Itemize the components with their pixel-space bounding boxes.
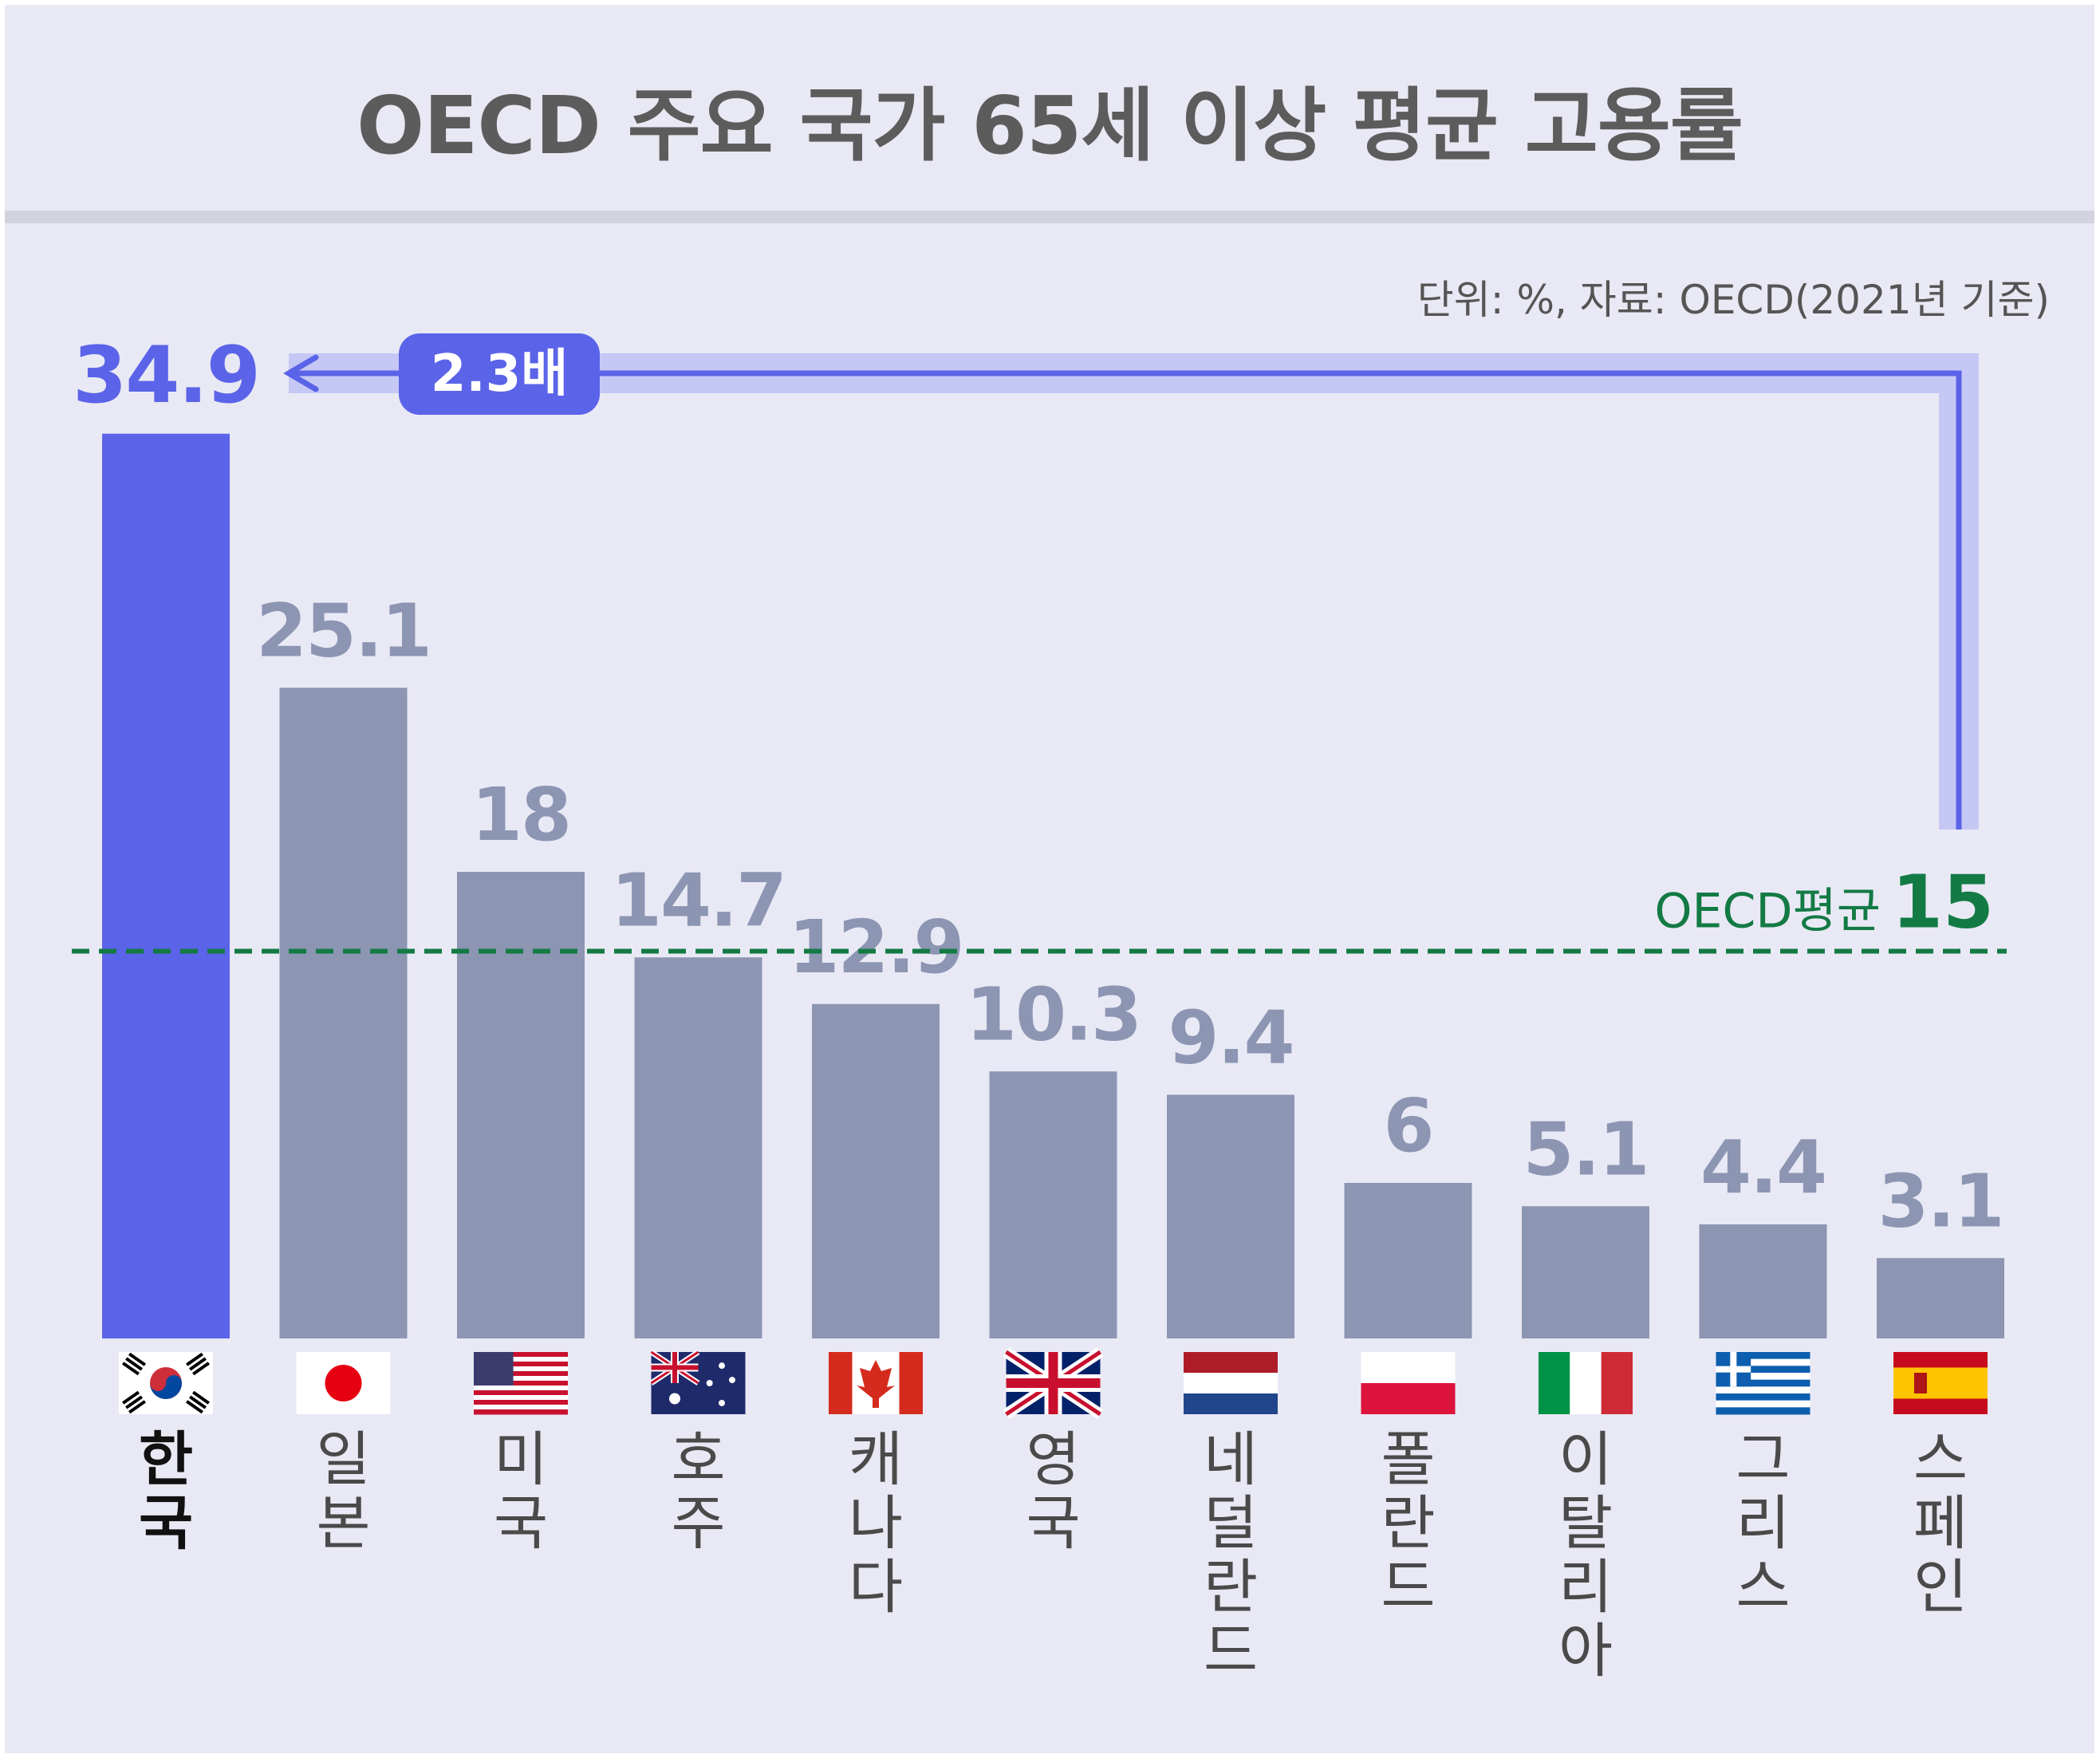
country-label-10-char-1: 페 [1913, 1489, 1968, 1558]
bar-0 [102, 433, 230, 1338]
country-label-7-char-0: 폴 [1381, 1425, 1435, 1494]
country-label-7-char-2: 드 [1381, 1553, 1435, 1622]
value-label-3: 14.7 [611, 857, 786, 943]
country-label-8-char-1: 탈 [1558, 1489, 1613, 1558]
ratio-arrow-line [289, 370, 1962, 830]
netherlands-flag-icon [1184, 1352, 1278, 1414]
australia-flag-icon [649, 1350, 746, 1414]
country-label-7-char-1: 란 [1381, 1489, 1435, 1558]
italy-flag-icon [1539, 1352, 1633, 1414]
value-label-9: 4.4 [1700, 1125, 1826, 1210]
country-label-5-char-0: 영 [1026, 1425, 1080, 1494]
ratio-arrow-band [289, 353, 1979, 830]
bar-7 [1344, 1183, 1472, 1338]
value-label-5: 10.3 [966, 972, 1141, 1057]
country-label-6-char-2: 란 [1204, 1553, 1258, 1622]
value-label-0: 34.9 [73, 330, 259, 421]
bar-2 [457, 872, 585, 1338]
poland-flag-icon [1361, 1352, 1456, 1414]
country-label-3-char-1: 주 [671, 1489, 725, 1558]
greece-flag-icon [1716, 1352, 1810, 1415]
country-label-4-char-0: 캐 [849, 1425, 903, 1494]
value-label-6: 9.4 [1168, 995, 1294, 1081]
korea-flag-icon [119, 1352, 213, 1414]
country-label-8-char-0: 이 [1558, 1425, 1613, 1494]
oecd-average-label: OECD평균 15 [1654, 860, 1994, 945]
country-label-8-char-3: 아 [1558, 1617, 1613, 1685]
ratio-arrowhead-icon [283, 354, 319, 392]
value-label-4: 12.9 [789, 905, 963, 990]
ratio-pill [399, 333, 600, 415]
country-label-9-char-0: 그 [1736, 1425, 1790, 1494]
usa-flag-icon [474, 1352, 568, 1415]
country-label-0-char-1: 국 [139, 1489, 193, 1558]
value-label-7: 6 [1383, 1083, 1432, 1169]
country-label-1-char-0: 일 [316, 1425, 370, 1494]
country-label-10-char-2: 인 [1913, 1553, 1968, 1622]
value-label-10: 3.1 [1878, 1158, 2003, 1244]
value-label-8: 5.1 [1523, 1106, 1649, 1192]
country-label-6-char-0: 네 [1204, 1425, 1258, 1494]
country-label-3-char-0: 호 [671, 1425, 725, 1494]
bar-3 [634, 957, 762, 1338]
country-label-5-char-1: 국 [1026, 1489, 1080, 1558]
country-label-2-char-1: 국 [494, 1489, 548, 1558]
canada-flag-icon [829, 1352, 923, 1414]
japan-flag-icon [296, 1352, 391, 1414]
spain-flag-icon [1893, 1352, 1988, 1414]
country-label-10-char-0: 스 [1913, 1425, 1968, 1494]
chart-title: OECD 주요 국가 65세 이상 평균 고용률 [357, 79, 1743, 172]
ratio-label: 2.3배 [431, 345, 568, 404]
bar-5 [989, 1071, 1117, 1338]
country-label-9-char-1: 리 [1736, 1489, 1790, 1558]
bar-6 [1167, 1094, 1294, 1338]
country-label-9-char-2: 스 [1736, 1553, 1790, 1622]
uk-flag-icon [1003, 1347, 1104, 1419]
country-label-0-char-0: 한 [139, 1425, 193, 1494]
value-label-2: 18 [471, 772, 570, 857]
bar-10 [1877, 1258, 2004, 1338]
bar-4 [812, 1003, 940, 1338]
bar-8 [1522, 1206, 1649, 1338]
bar-1 [279, 688, 408, 1338]
unit-source-note: 단위: %, 자료: OECD(2021년 기준) [1416, 277, 2050, 323]
country-label-6-char-3: 드 [1204, 1617, 1258, 1685]
bar-9 [1699, 1224, 1827, 1338]
value-label-1: 25.1 [256, 588, 431, 673]
country-label-8-char-2: 리 [1558, 1553, 1613, 1622]
country-label-4-char-2: 다 [849, 1553, 903, 1622]
country-label-4-char-1: 나 [849, 1489, 903, 1558]
country-label-2-char-0: 미 [494, 1425, 548, 1494]
country-label-6-char-1: 덜 [1204, 1489, 1258, 1558]
country-label-1-char-1: 본 [316, 1489, 370, 1558]
title-divider [5, 211, 2094, 223]
